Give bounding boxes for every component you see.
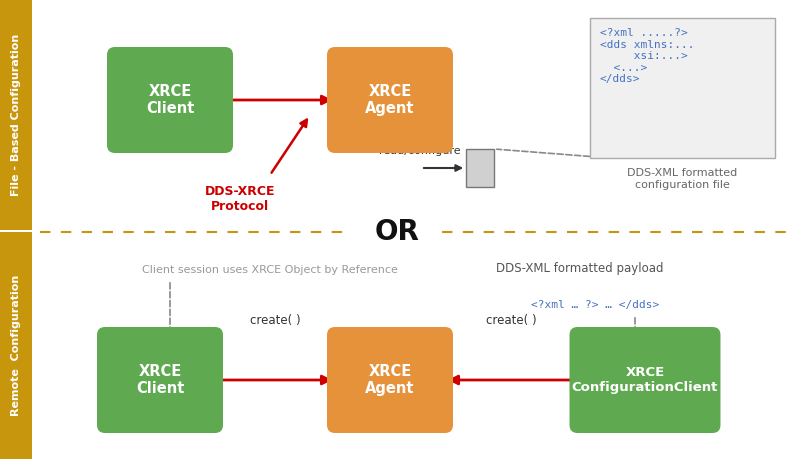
Text: read/configure: read/configure bbox=[380, 146, 461, 156]
FancyBboxPatch shape bbox=[107, 47, 233, 153]
Text: File - Based Configuration: File - Based Configuration bbox=[11, 34, 21, 196]
FancyBboxPatch shape bbox=[0, 0, 32, 230]
Text: XRCE
Agent: XRCE Agent bbox=[365, 84, 414, 116]
Text: Client session uses XRCE Object by Reference: Client session uses XRCE Object by Refer… bbox=[142, 265, 398, 275]
Text: DDS-XRCE
Protocol: DDS-XRCE Protocol bbox=[205, 185, 276, 213]
Text: create( ): create( ) bbox=[249, 314, 300, 327]
FancyBboxPatch shape bbox=[0, 232, 32, 459]
Text: <?xml .....?>
<dds xmlns:...
     xsi:...>
  <...>
</dds>: <?xml .....?> <dds xmlns:... xsi:...> <.… bbox=[600, 28, 695, 84]
Text: create( ): create( ) bbox=[486, 314, 537, 327]
FancyBboxPatch shape bbox=[327, 47, 453, 153]
FancyBboxPatch shape bbox=[97, 327, 223, 433]
Text: DDS-XML formatted payload: DDS-XML formatted payload bbox=[496, 262, 664, 275]
Text: XRCE
Client: XRCE Client bbox=[146, 84, 195, 116]
Text: XRCE
ConfigurationClient: XRCE ConfigurationClient bbox=[572, 366, 719, 394]
FancyBboxPatch shape bbox=[327, 327, 453, 433]
Text: XRCE
Agent: XRCE Agent bbox=[365, 364, 414, 396]
Text: DDS-XML formatted
configuration file: DDS-XML formatted configuration file bbox=[627, 168, 738, 190]
Text: XRCE
Client: XRCE Client bbox=[136, 364, 184, 396]
Text: OR: OR bbox=[375, 218, 419, 246]
FancyBboxPatch shape bbox=[466, 149, 494, 187]
FancyBboxPatch shape bbox=[590, 18, 775, 158]
FancyBboxPatch shape bbox=[569, 327, 720, 433]
Text: <?xml … ?> … </dds>: <?xml … ?> … </dds> bbox=[531, 300, 659, 310]
Text: Remote  Configuration: Remote Configuration bbox=[11, 275, 21, 416]
